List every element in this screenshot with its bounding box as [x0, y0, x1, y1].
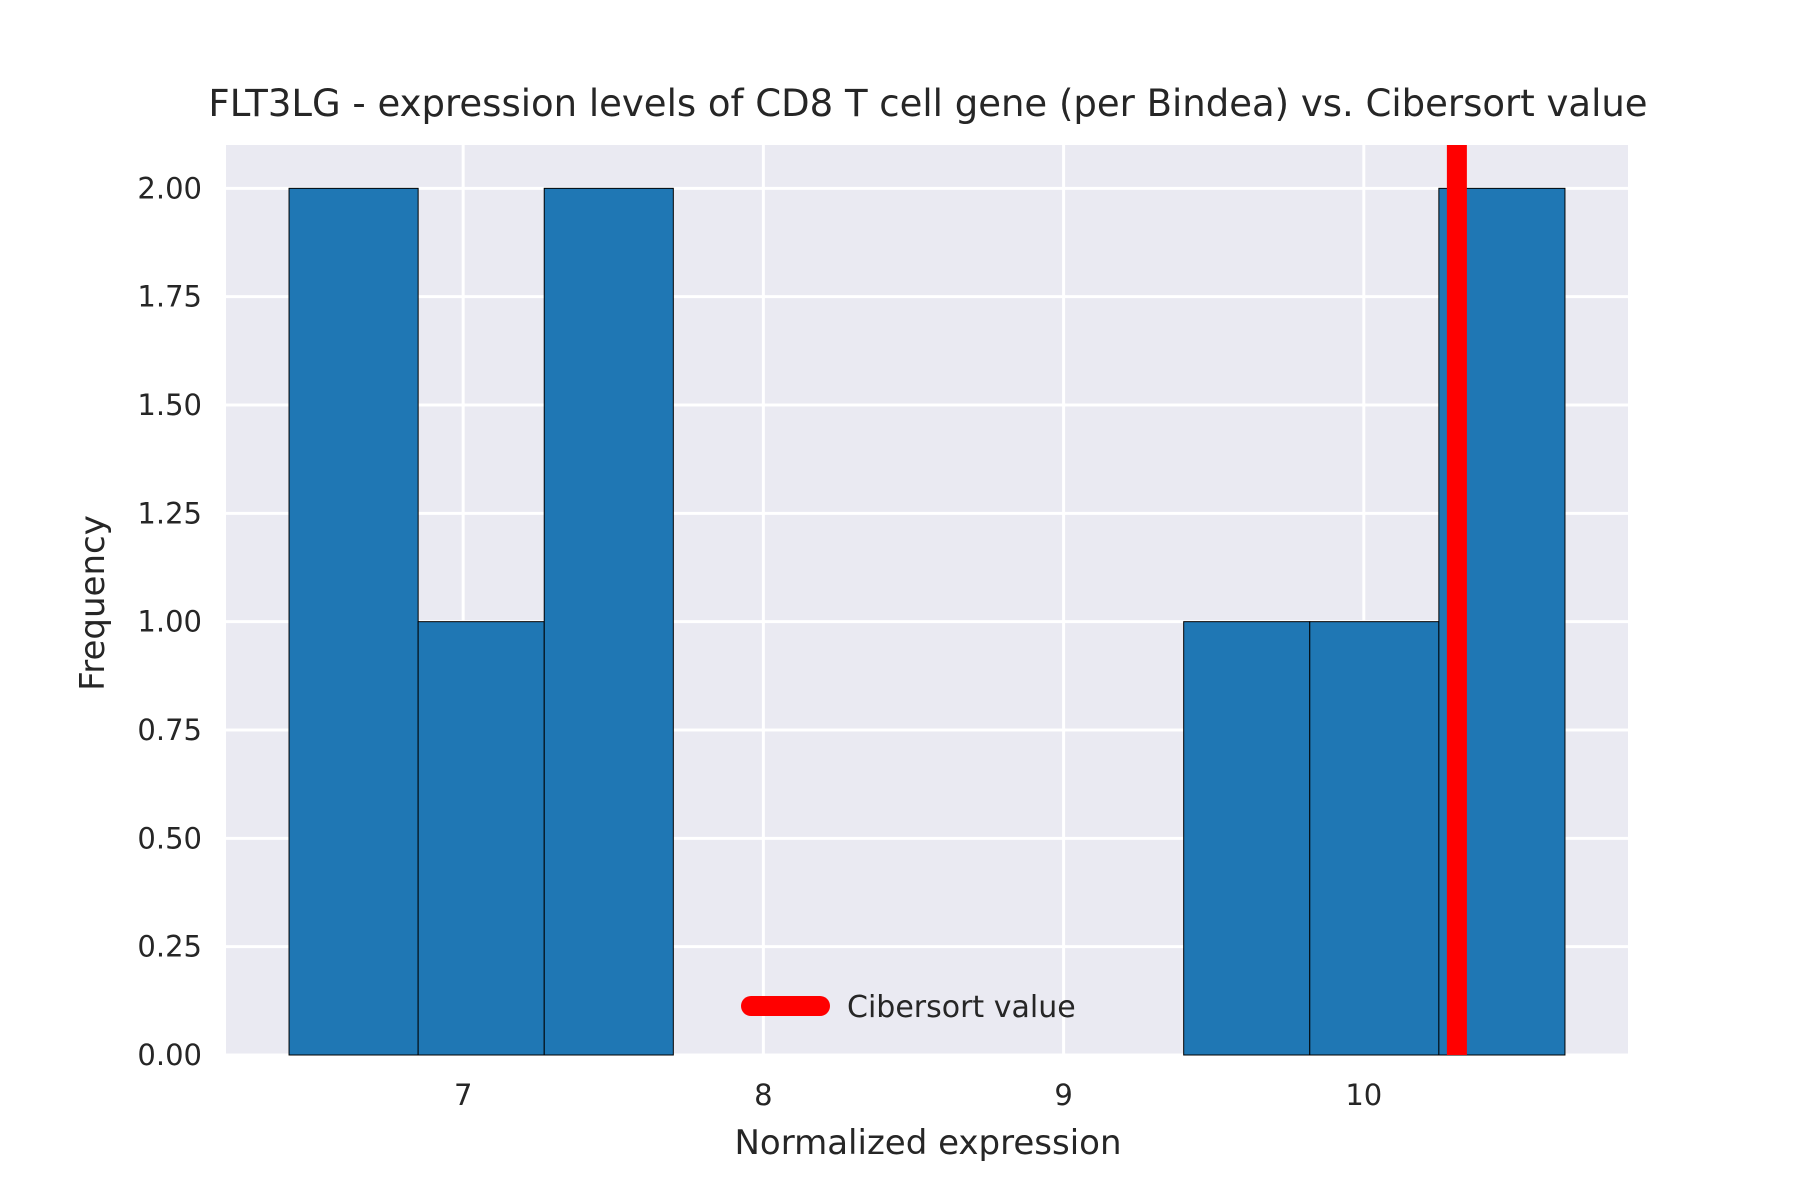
x-axis-label: Normalized expression	[734, 1123, 1121, 1163]
x-tick-label: 7	[454, 1078, 472, 1112]
y-axis-label: Frequency	[73, 515, 113, 691]
x-tick-label: 10	[1345, 1078, 1382, 1112]
y-tick-label: 1.50	[137, 388, 202, 422]
y-tick-label: 0.50	[137, 821, 202, 855]
y-tick-label: 1.25	[137, 496, 202, 530]
legend-label-cibersort: Cibersort value	[847, 990, 1076, 1025]
histogram-bar	[417, 621, 545, 1056]
y-axis-ticks: 0.00 0.25 0.50 0.75 1.00 1.25 1.50 1.75 2.00	[137, 171, 202, 1072]
y-tick-label: 0.25	[137, 930, 202, 964]
y-tick-label: 0.00	[137, 1038, 202, 1072]
x-tick-label: 8	[754, 1078, 772, 1112]
y-tick-label: 0.75	[137, 713, 202, 747]
legend: Cibersort value	[741, 990, 1076, 1025]
histogram-bar	[1309, 621, 1440, 1056]
histogram-bar	[1183, 621, 1311, 1056]
x-tick-label: 9	[1054, 1078, 1072, 1112]
histogram-bar	[288, 187, 419, 1056]
chart-title: FLT3LG - expression levels of CD8 T cell…	[208, 82, 1647, 125]
histogram-bar	[543, 187, 674, 1056]
y-tick-label: 1.00	[137, 605, 202, 639]
y-tick-label: 2.00	[137, 171, 202, 205]
y-tick-label: 1.75	[137, 280, 202, 314]
x-axis-ticks: 7 8 9 10	[454, 1078, 1382, 1112]
